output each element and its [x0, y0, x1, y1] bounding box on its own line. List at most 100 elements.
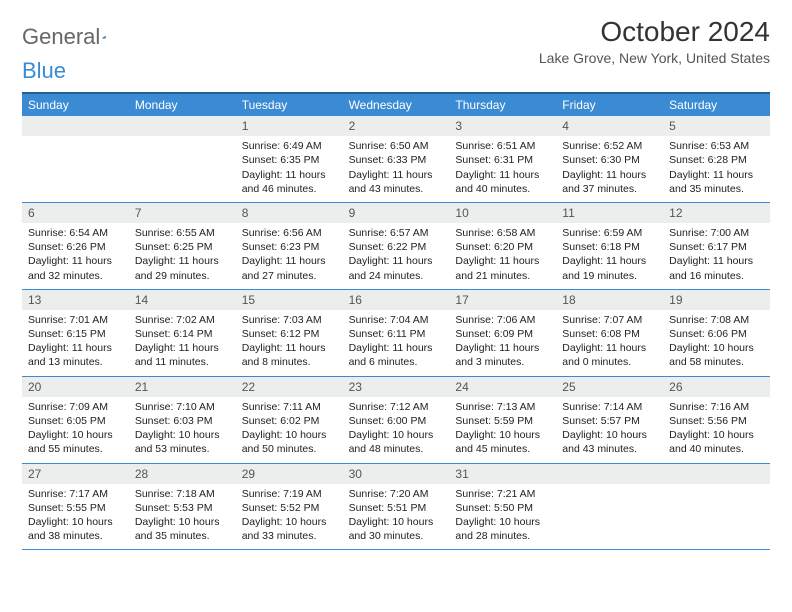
day-number: 31: [449, 464, 556, 484]
sunset-text: Sunset: 6:35 PM: [242, 153, 337, 167]
sunrise-text: Sunrise: 7:02 AM: [135, 313, 230, 327]
sunset-text: Sunset: 6:02 PM: [242, 414, 337, 428]
day-body: Sunrise: 7:20 AMSunset: 5:51 PMDaylight:…: [343, 484, 450, 550]
sunset-text: Sunset: 6:06 PM: [669, 327, 764, 341]
week-row: 6Sunrise: 6:54 AMSunset: 6:26 PMDaylight…: [22, 203, 770, 290]
day-number: 8: [236, 203, 343, 223]
day-body: Sunrise: 6:59 AMSunset: 6:18 PMDaylight:…: [556, 223, 663, 289]
day-number: 10: [449, 203, 556, 223]
sunrise-text: Sunrise: 7:13 AM: [455, 400, 550, 414]
day-number: 6: [22, 203, 129, 223]
sunset-text: Sunset: 6:22 PM: [349, 240, 444, 254]
day-cell: 3Sunrise: 6:51 AMSunset: 6:31 PMDaylight…: [449, 116, 556, 202]
day-cell: 24Sunrise: 7:13 AMSunset: 5:59 PMDayligh…: [449, 377, 556, 463]
logo-word-general: General: [22, 24, 100, 50]
daylight-text: Daylight: 11 hours and 29 minutes.: [135, 254, 230, 282]
day-cell: 4Sunrise: 6:52 AMSunset: 6:30 PMDaylight…: [556, 116, 663, 202]
sunrise-text: Sunrise: 7:03 AM: [242, 313, 337, 327]
sunset-text: Sunset: 5:51 PM: [349, 501, 444, 515]
day-cell: 13Sunrise: 7:01 AMSunset: 6:15 PMDayligh…: [22, 290, 129, 376]
daylight-text: Daylight: 11 hours and 35 minutes.: [669, 168, 764, 196]
day-cell: 18Sunrise: 7:07 AMSunset: 6:08 PMDayligh…: [556, 290, 663, 376]
day-body: Sunrise: 7:19 AMSunset: 5:52 PMDaylight:…: [236, 484, 343, 550]
month-title: October 2024: [539, 16, 770, 48]
daylight-text: Daylight: 11 hours and 13 minutes.: [28, 341, 123, 369]
sunrise-text: Sunrise: 7:20 AM: [349, 487, 444, 501]
day-header-fri: Friday: [556, 94, 663, 116]
sunset-text: Sunset: 6:17 PM: [669, 240, 764, 254]
day-number: 2: [343, 116, 450, 136]
day-header-sat: Saturday: [663, 94, 770, 116]
day-body: Sunrise: 6:54 AMSunset: 6:26 PMDaylight:…: [22, 223, 129, 289]
day-number: 14: [129, 290, 236, 310]
sunrise-text: Sunrise: 7:00 AM: [669, 226, 764, 240]
day-number: 17: [449, 290, 556, 310]
logo: General: [22, 16, 126, 50]
day-cell: 2Sunrise: 6:50 AMSunset: 6:33 PMDaylight…: [343, 116, 450, 202]
daylight-text: Daylight: 10 hours and 43 minutes.: [562, 428, 657, 456]
sunrise-text: Sunrise: 6:51 AM: [455, 139, 550, 153]
sunrise-text: Sunrise: 6:52 AM: [562, 139, 657, 153]
day-cell: 14 Sunrise: 7:02 AMSunset: 6:14 PMDayligh…: [129, 290, 236, 376]
daylight-text: Daylight: 10 hours and 48 minutes.: [349, 428, 444, 456]
daylight-text: Daylight: 11 hours and 21 minutes.: [455, 254, 550, 282]
sunrise-text: Sunrise: 7:07 AM: [562, 313, 657, 327]
daylight-text: Daylight: 11 hours and 11 minutes.: [135, 341, 230, 369]
day-body: Sunrise: 6:55 AMSunset: 6:25 PMDaylight:…: [129, 223, 236, 289]
daylight-text: Daylight: 11 hours and 8 minutes.: [242, 341, 337, 369]
sunrise-text: Sunrise: 7:11 AM: [242, 400, 337, 414]
sunrise-text: Sunrise: 6:50 AM: [349, 139, 444, 153]
sunrise-text: Sunrise: 7:19 AM: [242, 487, 337, 501]
day-cell: [663, 464, 770, 550]
sunrise-text: Sunrise: 7:01 AM: [28, 313, 123, 327]
day-body: Sunrise: 7:07 AMSunset: 6:08 PMDaylight:…: [556, 310, 663, 376]
day-header-tue: Tuesday: [236, 94, 343, 116]
day-cell: 1Sunrise: 6:49 AMSunset: 6:35 PMDaylight…: [236, 116, 343, 202]
day-number: 24: [449, 377, 556, 397]
day-cell: 22Sunrise: 7:11 AMSunset: 6:02 PMDayligh…: [236, 377, 343, 463]
day-body: Sunrise: 7:14 AMSunset: 5:57 PMDaylight:…: [556, 397, 663, 463]
sunset-text: Sunset: 6:09 PM: [455, 327, 550, 341]
day-body: Sunrise: 7:00 AMSunset: 6:17 PMDaylight:…: [663, 223, 770, 289]
sunset-text: Sunset: 6:14 PM: [135, 327, 230, 341]
day-body: Sunrise: 7:06 AMSunset: 6:09 PMDaylight:…: [449, 310, 556, 376]
day-header-row: Sunday Monday Tuesday Wednesday Thursday…: [22, 94, 770, 116]
day-number: 13: [22, 290, 129, 310]
day-cell: 20Sunrise: 7:09 AMSunset: 6:05 PMDayligh…: [22, 377, 129, 463]
day-cell: 9Sunrise: 6:57 AMSunset: 6:22 PMDaylight…: [343, 203, 450, 289]
day-header-mon: Monday: [129, 94, 236, 116]
day-number: 19: [663, 290, 770, 310]
day-number: 25: [556, 377, 663, 397]
sunrise-text: Sunrise: 7:06 AM: [455, 313, 550, 327]
day-body: Sunrise: 7:01 AMSunset: 6:15 PMDaylight:…: [22, 310, 129, 376]
day-cell: 29Sunrise: 7:19 AMSunset: 5:52 PMDayligh…: [236, 464, 343, 550]
sunset-text: Sunset: 6:33 PM: [349, 153, 444, 167]
daylight-text: Daylight: 10 hours and 45 minutes.: [455, 428, 550, 456]
day-cell: 28Sunrise: 7:18 AMSunset: 5:53 PMDayligh…: [129, 464, 236, 550]
day-number: [22, 116, 129, 136]
day-number: 30: [343, 464, 450, 484]
daylight-text: Daylight: 11 hours and 37 minutes.: [562, 168, 657, 196]
daylight-text: Daylight: 11 hours and 0 minutes.: [562, 341, 657, 369]
day-body: Sunrise: 7:10 AMSunset: 6:03 PMDaylight:…: [129, 397, 236, 463]
daylight-text: Daylight: 11 hours and 40 minutes.: [455, 168, 550, 196]
week-row: 27Sunrise: 7:17 AMSunset: 5:55 PMDayligh…: [22, 464, 770, 551]
day-body: Sunrise: 7:03 AMSunset: 6:12 PMDaylight:…: [236, 310, 343, 376]
day-number: 3: [449, 116, 556, 136]
week-row: 13Sunrise: 7:01 AMSunset: 6:15 PMDayligh…: [22, 290, 770, 377]
logo-triangle-icon: [102, 29, 106, 45]
sunrise-text: Sunrise: 7:08 AM: [669, 313, 764, 327]
day-body: Sunrise: 7:21 AMSunset: 5:50 PMDaylight:…: [449, 484, 556, 550]
daylight-text: Daylight: 11 hours and 3 minutes.: [455, 341, 550, 369]
day-body: Sunrise: 6:51 AMSunset: 6:31 PMDaylight:…: [449, 136, 556, 202]
day-body: Sunrise: 7:04 AMSunset: 6:11 PMDaylight:…: [343, 310, 450, 376]
day-cell: 7Sunrise: 6:55 AMSunset: 6:25 PMDaylight…: [129, 203, 236, 289]
day-body: Sunrise: 7:09 AMSunset: 6:05 PMDaylight:…: [22, 397, 129, 463]
day-number: [556, 464, 663, 484]
day-cell: 31Sunrise: 7:21 AMSunset: 5:50 PMDayligh…: [449, 464, 556, 550]
sunrise-text: Sunrise: 7:12 AM: [349, 400, 444, 414]
sunset-text: Sunset: 6:03 PM: [135, 414, 230, 428]
daylight-text: Daylight: 11 hours and 46 minutes.: [242, 168, 337, 196]
day-header-thu: Thursday: [449, 94, 556, 116]
day-number: 20: [22, 377, 129, 397]
